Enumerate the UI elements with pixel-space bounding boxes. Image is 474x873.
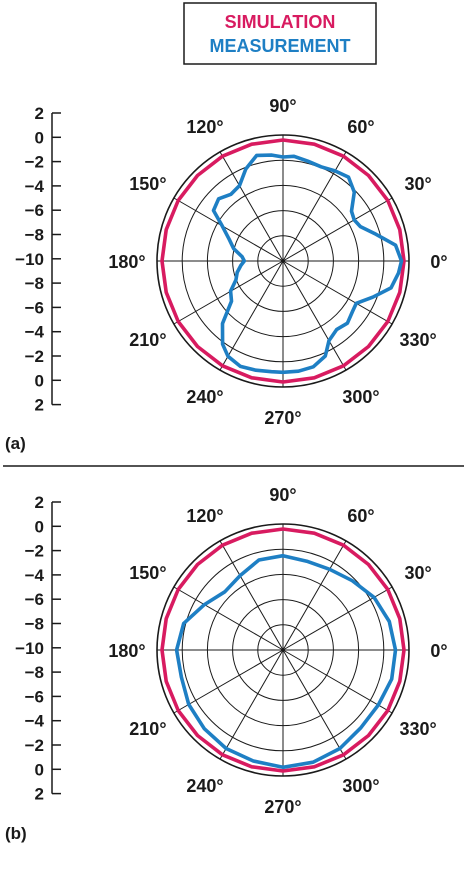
polar-grid-b	[156, 523, 410, 777]
legend: SIMULATION MEASUREMENT	[183, 2, 377, 65]
panel-label-b: (b)	[5, 824, 27, 843]
panel-a: 2 0 −2 −4 −6 −8 −10 −8 −6 −4 −2 0 2 0° 30° 60° 90° 120° 1…	[5, 96, 448, 453]
panel-b: 2 0 −2 −4 −6 −8 −10 −8 −6 −4 −2 0 2 0° 30° 60° 90° 120° 1…	[5, 485, 448, 843]
series-simulation-line	[160, 138, 406, 384]
radial-scale-label: −4	[25, 323, 45, 342]
legend-entry-measurement: MEASUREMENT	[209, 36, 350, 56]
angle-label: 210°	[129, 719, 166, 739]
angle-label: 30°	[404, 174, 431, 194]
polar-spoke	[282, 540, 347, 651]
series-layer-a	[160, 138, 406, 384]
angle-label: 180°	[108, 252, 145, 272]
radial-scale-label: −8	[25, 226, 44, 245]
radial-scale-label: 2	[35, 396, 44, 415]
panel-label-a: (a)	[5, 434, 26, 453]
polar-spoke	[282, 197, 393, 262]
angle-label: 240°	[186, 387, 223, 407]
radial-scale-label: −2	[25, 153, 44, 172]
angle-labels-b: 0° 30° 60° 90° 120° 150° 180° 210° 240° 270° 300° 3…	[108, 485, 447, 817]
polar-spoke	[282, 151, 347, 262]
angle-labels-a: 0° 30° 60° 90° 120° 150° 180° 210° 240° 270° 300° 3…	[108, 96, 447, 428]
angle-label: 120°	[186, 506, 223, 526]
polar-spoke	[173, 586, 284, 651]
angle-label: 330°	[399, 330, 436, 350]
radial-scale-label: −8	[25, 663, 44, 682]
angle-label: 240°	[186, 776, 223, 796]
angle-label: 270°	[264, 408, 301, 428]
angle-label: 60°	[347, 506, 374, 526]
angle-label: 90°	[269, 485, 296, 505]
legend-entry-simulation: SIMULATION	[225, 12, 336, 32]
radial-scale-label: −8	[25, 615, 44, 634]
radial-scale-label: −10	[15, 639, 44, 658]
radial-scale-label: −6	[25, 298, 44, 317]
angle-label: 150°	[129, 563, 166, 583]
angle-label: 270°	[264, 797, 301, 817]
angle-label: 300°	[342, 387, 379, 407]
angle-label: 30°	[404, 563, 431, 583]
radial-scale-label: −6	[25, 201, 44, 220]
radial-scale-label: 0	[35, 128, 44, 147]
series-simulation-line	[160, 527, 406, 773]
polar-spoke	[282, 586, 393, 651]
polar-spoke	[173, 197, 284, 262]
radial-scale-label: −6	[25, 590, 44, 609]
polar-spoke	[219, 540, 284, 651]
series-measurement-line	[211, 153, 404, 375]
polar-spoke	[282, 649, 393, 714]
radial-scale-label: −10	[15, 250, 44, 269]
polar-spoke	[219, 151, 284, 262]
angle-label: 180°	[108, 641, 145, 661]
radial-scale-label: −6	[25, 687, 44, 706]
angle-label: 150°	[129, 174, 166, 194]
radial-scale-b: 2 0 −2 −4 −6 −8 −10 −8 −6 −4 −2 0 2	[15, 493, 61, 804]
polar-grid-a	[156, 134, 410, 388]
polar-spoke	[173, 649, 284, 714]
angle-label: 210°	[129, 330, 166, 350]
series-layer-b	[160, 527, 406, 773]
angle-label: 330°	[399, 719, 436, 739]
polar-spoke	[173, 260, 284, 325]
radial-scale-label: −4	[25, 712, 45, 731]
radial-scale-label: −4	[25, 566, 45, 585]
radial-scale-label: 0	[35, 517, 44, 536]
angle-label: 90°	[269, 96, 296, 116]
angle-label: 0°	[430, 641, 447, 661]
radial-scale-label: −2	[25, 347, 44, 366]
radial-scale-label: −4	[25, 177, 45, 196]
radial-scale-label: 2	[35, 104, 44, 123]
polar-spoke	[219, 649, 284, 760]
angle-label: 60°	[347, 117, 374, 137]
radial-scale-label: 2	[35, 493, 44, 512]
radial-scale-label: 0	[35, 371, 44, 390]
angle-label: 120°	[186, 117, 223, 137]
radial-scale-label: −8	[25, 274, 44, 293]
polar-spoke	[282, 260, 347, 371]
series-measurement-line	[174, 553, 398, 770]
radial-scale-a: 2 0 −2 −4 −6 −8 −10 −8 −6 −4 −2 0 2	[15, 104, 61, 415]
radial-scale-label: 0	[35, 760, 44, 779]
radial-scale-label: 2	[35, 785, 44, 804]
angle-label: 0°	[430, 252, 447, 272]
polar-spoke	[282, 260, 393, 325]
polar-spoke	[219, 260, 284, 371]
polar-spoke	[282, 649, 347, 760]
legend-box	[183, 2, 377, 65]
radial-scale-label: −2	[25, 736, 44, 755]
angle-label: 300°	[342, 776, 379, 796]
radial-scale-label: −2	[25, 542, 44, 561]
